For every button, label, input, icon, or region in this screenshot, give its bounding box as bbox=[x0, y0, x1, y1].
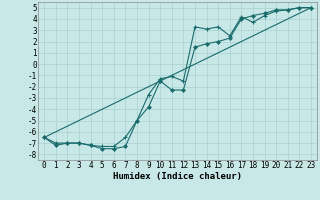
X-axis label: Humidex (Indice chaleur): Humidex (Indice chaleur) bbox=[113, 172, 242, 181]
